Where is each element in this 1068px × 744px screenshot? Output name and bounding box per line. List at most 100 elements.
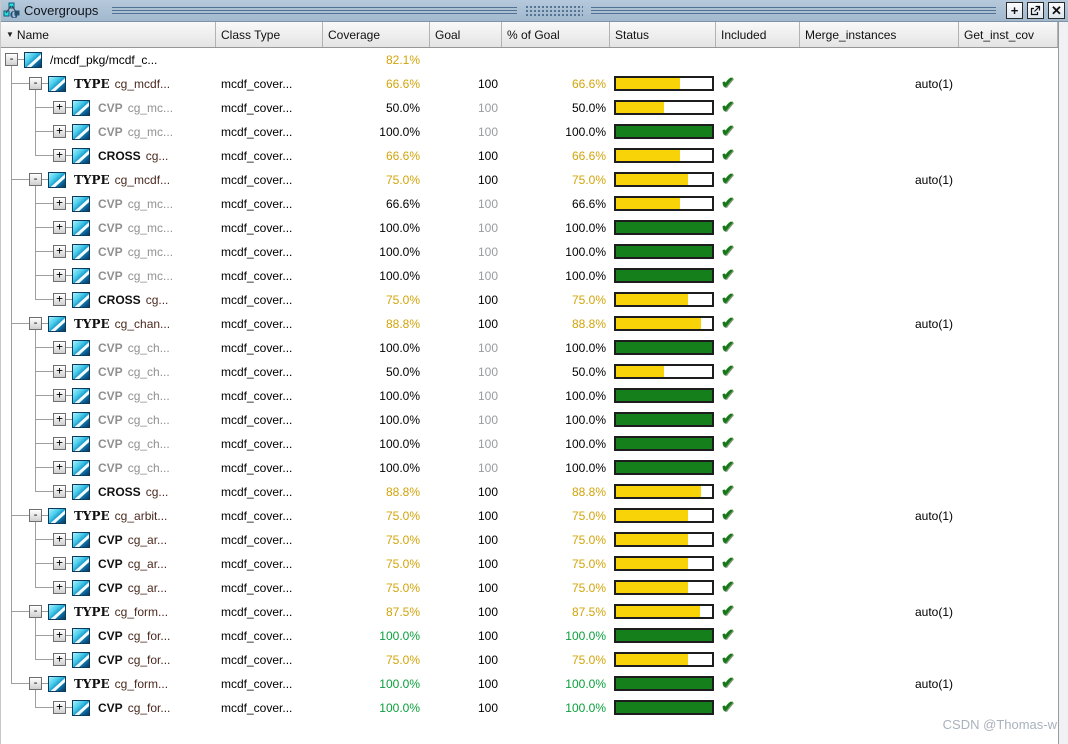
table-row[interactable]: + CVP cg_ar... mcdf_cover... 75.0% 100 75… [1,576,1058,600]
table-row[interactable]: + CVP cg_ch... mcdf_cover... 100.0% 100 1… [1,384,1058,408]
table-row[interactable]: - TYPE cg_form... mcdf_cover... 100.0% 10… [1,672,1058,696]
covergroup-node-icon [48,316,66,332]
tree-expander-icon[interactable]: - [29,77,42,90]
tree-expander-icon[interactable]: + [53,461,66,474]
window-title: Covergroups [24,3,99,18]
check-icon: ✔ [721,483,735,500]
pct-of-goal-cell: 100.0% [565,389,606,403]
table-row[interactable]: + CVP cg_for... mcdf_cover... 100.0% 100 … [1,624,1058,648]
tree-connector-line [18,59,25,60]
table-row[interactable]: + CVP cg_ch... mcdf_cover... 100.0% 100 1… [1,336,1058,360]
table-row[interactable]: + CVP cg_ch... mcdf_cover... 100.0% 100 1… [1,408,1058,432]
get-inst-cov-cell [959,648,1058,672]
table-row[interactable]: + CVP cg_ch... mcdf_cover... 100.0% 100 1… [1,456,1058,480]
column-header-class-type[interactable]: Class Type [216,22,323,47]
column-header-merge-instances[interactable]: Merge_instances [800,22,959,47]
tree-expander-icon[interactable]: + [53,197,66,210]
tree-expander-icon[interactable]: + [53,557,66,570]
tree-expander-icon[interactable]: - [29,173,42,186]
tree-expander-icon[interactable]: + [53,437,66,450]
column-header-included[interactable]: Included [716,22,800,47]
tree-expander-icon[interactable]: + [53,341,66,354]
tree-expander-icon[interactable]: + [53,125,66,138]
undock-button[interactable] [1027,2,1044,19]
close-button[interactable]: ✕ [1048,2,1065,19]
tree-expander-icon[interactable]: - [29,605,42,618]
table-row[interactable]: - TYPE cg_mcdf... mcdf_cover... 66.6% 100… [1,72,1058,96]
table-row[interactable]: + CVP cg_ch... mcdf_cover... 100.0% 100 1… [1,432,1058,456]
table-row[interactable]: + CVP cg_mc... mcdf_cover... 100.0% 100 1… [1,120,1058,144]
coverage-bar [614,196,714,211]
column-header-goal[interactable]: Goal [430,22,502,47]
tree-expander-icon[interactable]: + [53,293,66,306]
tree-expander-icon[interactable]: + [53,269,66,282]
column-header-coverage[interactable]: Coverage [323,22,430,47]
coverage-bar-fill [616,222,712,233]
table-row[interactable]: + CVP cg_mc... mcdf_cover... 100.0% 100 1… [1,240,1058,264]
tree-expander-icon[interactable]: + [53,653,66,666]
titlebar-grip-handle[interactable] [525,4,584,17]
column-header-get-inst-cov[interactable]: Get_inst_cov [959,22,1058,47]
table-row[interactable]: - /mcdf_pkg/mcdf_c... 82.1% ✔ [1,48,1058,72]
add-button[interactable]: + [1006,2,1023,19]
coverage-cell: 100.0% [379,269,420,283]
class-type-cell: mcdf_cover... [221,485,293,499]
table-row[interactable]: + CVP cg_mc... mcdf_cover... 100.0% 100 1… [1,264,1058,288]
table-row[interactable]: + CVP cg_for... mcdf_cover... 75.0% 100 7… [1,648,1058,672]
tree-expander-icon[interactable]: + [53,629,66,642]
tree-expander-icon[interactable]: - [29,509,42,522]
included-cell: ✔ [716,288,800,312]
get-inst-cov-cell [959,48,1058,72]
table-row[interactable]: - TYPE cg_chan... mcdf_cover... 88.8% 100… [1,312,1058,336]
tree-expander-icon[interactable]: + [53,485,66,498]
tree-expander-icon[interactable]: + [53,389,66,402]
column-header-name[interactable]: ▼ Name [1,22,216,47]
tree-expander-icon[interactable]: - [5,53,18,66]
class-type-cell: mcdf_cover... [221,77,293,91]
tree-connector-line [35,264,36,288]
name-cell: + CVP cg_ar... [1,528,216,552]
tree-expander-icon[interactable]: + [53,413,66,426]
coverage-bar-fill [616,342,712,353]
tree-expander-icon[interactable]: - [29,677,42,690]
table-row[interactable]: + CVP cg_ar... mcdf_cover... 75.0% 100 75… [1,528,1058,552]
coverage-cell: 75.0% [385,653,420,667]
covergroup-node-icon [48,508,66,524]
coverage-cell: 66.6% [385,149,420,163]
tree-expander-icon[interactable]: - [29,317,42,330]
tree-expander-icon[interactable]: + [53,245,66,258]
table-row[interactable]: + CVP cg_ch... mcdf_cover... 50.0% 100 50… [1,360,1058,384]
tree-expander-icon[interactable]: + [53,365,66,378]
merge-instances-cell [800,48,959,72]
titlebar-grip-lines-left[interactable] [112,6,518,15]
filter-dropdown-icon[interactable]: ▼ [6,30,14,39]
coverage-bar-fill [616,534,688,545]
titlebar-grip-lines-right[interactable] [591,6,996,15]
column-header--of-goal[interactable]: % of Goal [502,22,610,47]
column-header-status[interactable]: Status [610,22,716,47]
table-row[interactable]: - TYPE cg_arbit... mcdf_cover... 75.0% 10… [1,504,1058,528]
table-row[interactable]: + CVP cg_mc... mcdf_cover... 66.6% 100 66… [1,192,1058,216]
tree-expander-icon[interactable]: + [53,101,66,114]
coverage-bar [614,76,714,91]
class-type-cell: mcdf_cover... [221,581,293,595]
table-row[interactable]: + CROSS cg... mcdf_cover... 66.6% 100 66.… [1,144,1058,168]
table-row[interactable]: + CROSS cg... mcdf_cover... 88.8% 100 88.… [1,480,1058,504]
included-cell: ✔ [716,408,800,432]
tree-connector-line [35,528,36,552]
title-bar[interactable]: G Covergroups + ✕ [1,0,1068,22]
coverage-bar-fill [616,678,712,689]
tree-connector-line [11,504,12,528]
table-row[interactable]: + CVP cg_for... mcdf_cover... 100.0% 100 … [1,696,1058,720]
tree-expander-icon[interactable]: + [53,533,66,546]
tree-expander-icon[interactable]: + [53,581,66,594]
table-row[interactable]: + CROSS cg... mcdf_cover... 75.0% 100 75.… [1,288,1058,312]
tree-expander-icon[interactable]: + [53,701,66,714]
table-row[interactable]: - TYPE cg_form... mcdf_cover... 87.5% 100… [1,600,1058,624]
table-row[interactable]: + CVP cg_ar... mcdf_cover... 75.0% 100 75… [1,552,1058,576]
tree-expander-icon[interactable]: + [53,149,66,162]
table-row[interactable]: + CVP cg_mc... mcdf_cover... 100.0% 100 1… [1,216,1058,240]
table-row[interactable]: + CVP cg_mc... mcdf_cover... 50.0% 100 50… [1,96,1058,120]
table-row[interactable]: - TYPE cg_mcdf... mcdf_cover... 75.0% 100… [1,168,1058,192]
tree-expander-icon[interactable]: + [53,221,66,234]
